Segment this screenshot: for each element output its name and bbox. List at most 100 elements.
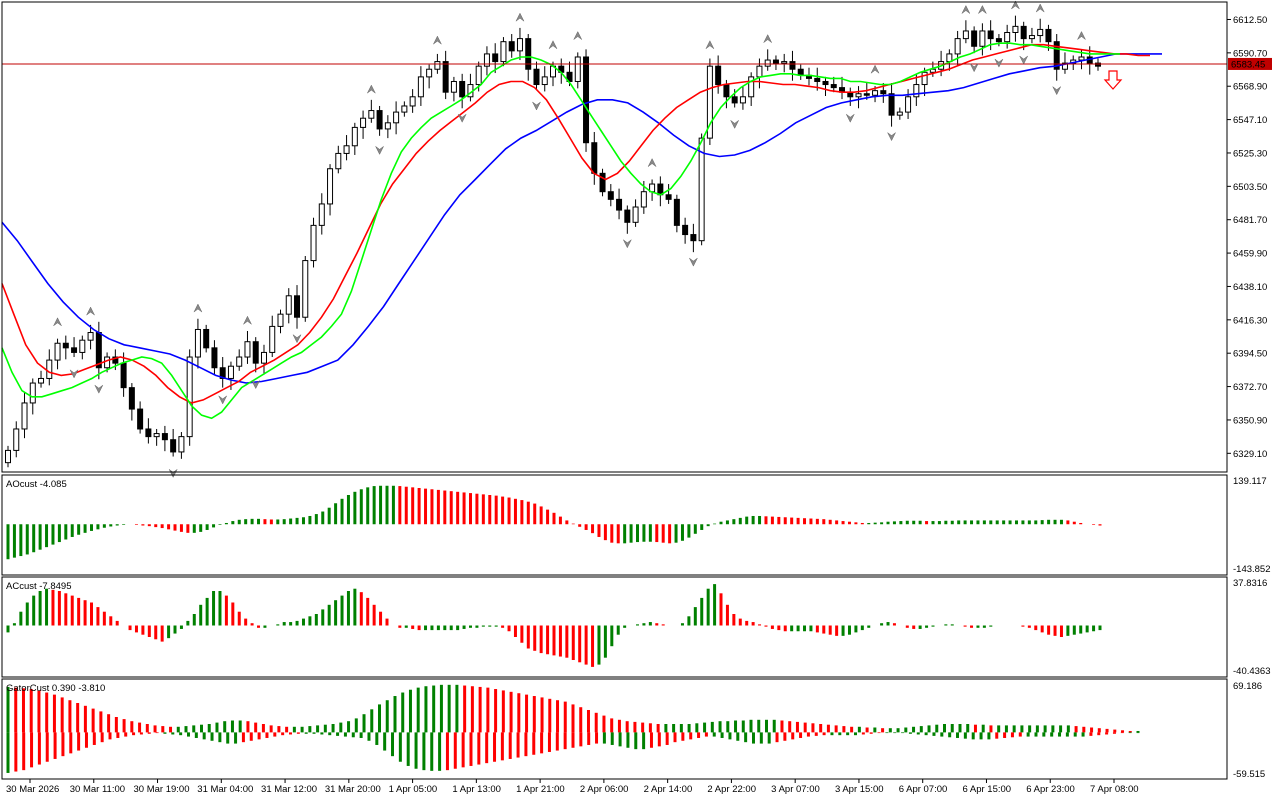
ac-pane-frame [1, 576, 1228, 678]
bull-candle [764, 59, 771, 67]
main-price-pane[interactable]: 6583.45 [1, 0, 1272, 478]
bull-candle [87, 332, 94, 341]
bear-candle [880, 90, 887, 95]
bull-candle [781, 61, 788, 64]
bull-candle [310, 224, 317, 262]
time-tick-label: 30 Mar 2026 [6, 784, 59, 795]
bull-candle [1037, 28, 1044, 37]
bull-candle [483, 53, 490, 67]
up-fractal-icon [705, 40, 715, 49]
bear-candle [888, 93, 895, 116]
bull-candle [632, 206, 639, 223]
bear-candle [1020, 25, 1027, 40]
up-fractal-icon [763, 34, 772, 43]
bull-candle [409, 96, 416, 107]
bull-candle [921, 71, 928, 86]
price-tick-label: 6612.50 [1233, 15, 1267, 26]
bear-candle [789, 61, 796, 70]
up-fractal-icon [53, 317, 62, 327]
price-tick-label: 6372.70 [1233, 382, 1267, 393]
bull-candle [153, 433, 160, 438]
bear-candle [170, 439, 177, 453]
down-fractal-icon [292, 334, 302, 344]
bear-candle [525, 38, 532, 70]
ao-indicator-label: AOcust -4.085 [6, 479, 67, 490]
bear-candle [203, 328, 210, 349]
bear-candle [120, 362, 127, 389]
bear-candle [583, 56, 590, 144]
time-tick-label: 6 Apr 23:00 [1026, 784, 1075, 795]
bull-candle [500, 41, 507, 63]
bear-candle [665, 194, 672, 200]
bear-candle [62, 342, 69, 349]
time-tick-label: 1 Apr 05:00 [389, 784, 438, 795]
bear-candle [723, 84, 730, 98]
time-tick-label: 31 Mar 04:00 [197, 784, 253, 795]
bull-candle [748, 76, 755, 98]
bear-candle [1045, 28, 1052, 43]
bear-candle [112, 356, 119, 364]
bull-candle [739, 96, 746, 104]
up-fractal-icon [870, 64, 880, 74]
bull-candle [244, 341, 251, 358]
bear-candle [995, 38, 1002, 43]
bull-candle [913, 84, 920, 98]
bull-candle [384, 122, 391, 130]
ac-axis-min: -40.4363 [1233, 666, 1271, 677]
up-fractal-icon [978, 4, 987, 14]
bull-candle [450, 80, 457, 93]
bear-candle [533, 68, 540, 86]
up-fractal-icon [961, 4, 971, 14]
price-tick-label: 6438.10 [1233, 282, 1267, 293]
bull-candle [574, 56, 581, 82]
bear-candle [459, 80, 466, 98]
up-fractal-icon [1077, 30, 1086, 40]
price-tick-label: 6568.90 [1233, 82, 1267, 93]
down-fractal-icon [730, 120, 739, 129]
bull-candle [236, 356, 243, 367]
bull-candle [541, 76, 548, 86]
current-price-label: 6583.45 [1231, 59, 1265, 70]
bull-candle [104, 356, 111, 369]
bull-candle [285, 295, 292, 315]
price-tick-label: 6525.30 [1233, 148, 1267, 159]
bear-candle [863, 93, 870, 96]
time-tick-label: 1 Apr 21:00 [516, 784, 565, 795]
down-fractal-icon [1052, 86, 1061, 96]
time-tick-label: 6 Apr 07:00 [899, 784, 948, 795]
bull-candle [393, 111, 400, 124]
price-tick-label: 6329.10 [1233, 449, 1267, 460]
down-fractal-icon [623, 239, 632, 249]
bull-candle [302, 260, 309, 318]
bull-candle [417, 76, 424, 98]
up-fractal-icon [548, 40, 558, 49]
price-tick-label: 6590.70 [1233, 48, 1267, 59]
bull-candle [260, 351, 267, 364]
bull-candle [640, 191, 647, 208]
time-tick-label: 6 Apr 15:00 [962, 784, 1011, 795]
time-tick-label: 30 Mar 19:00 [134, 784, 190, 795]
gator-indicator-pane[interactable] [6, 684, 1140, 773]
bull-candle [29, 382, 36, 404]
up-fractal-icon [1035, 3, 1045, 13]
price-tick-label: 6481.70 [1233, 215, 1267, 226]
bull-candle [1028, 35, 1035, 40]
time-tick-label: 7 Apr 08:00 [1090, 784, 1139, 795]
ao-indicator-pane[interactable] [6, 485, 1102, 560]
bull-candle [434, 61, 441, 70]
bear-candle [971, 30, 978, 47]
bull-candle [178, 436, 185, 453]
gator-axis-max: 69.186 [1233, 681, 1262, 692]
bull-candle [516, 38, 523, 52]
ac-indicator-pane[interactable] [6, 584, 1102, 667]
price-tick-label: 6459.90 [1233, 249, 1267, 260]
bull-candle [54, 342, 61, 361]
down-fractal-icon [94, 384, 104, 394]
up-fractal-icon [367, 84, 376, 94]
ao-pane-frame [1, 474, 1228, 576]
bull-candle [351, 126, 358, 147]
bull-candle [13, 428, 20, 451]
bull-candle [368, 110, 375, 119]
